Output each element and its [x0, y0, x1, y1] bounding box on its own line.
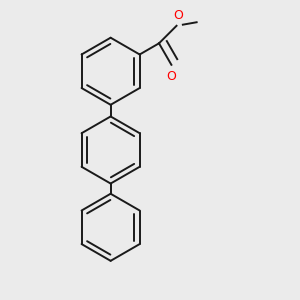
Text: O: O — [173, 9, 183, 22]
Text: O: O — [167, 70, 176, 83]
